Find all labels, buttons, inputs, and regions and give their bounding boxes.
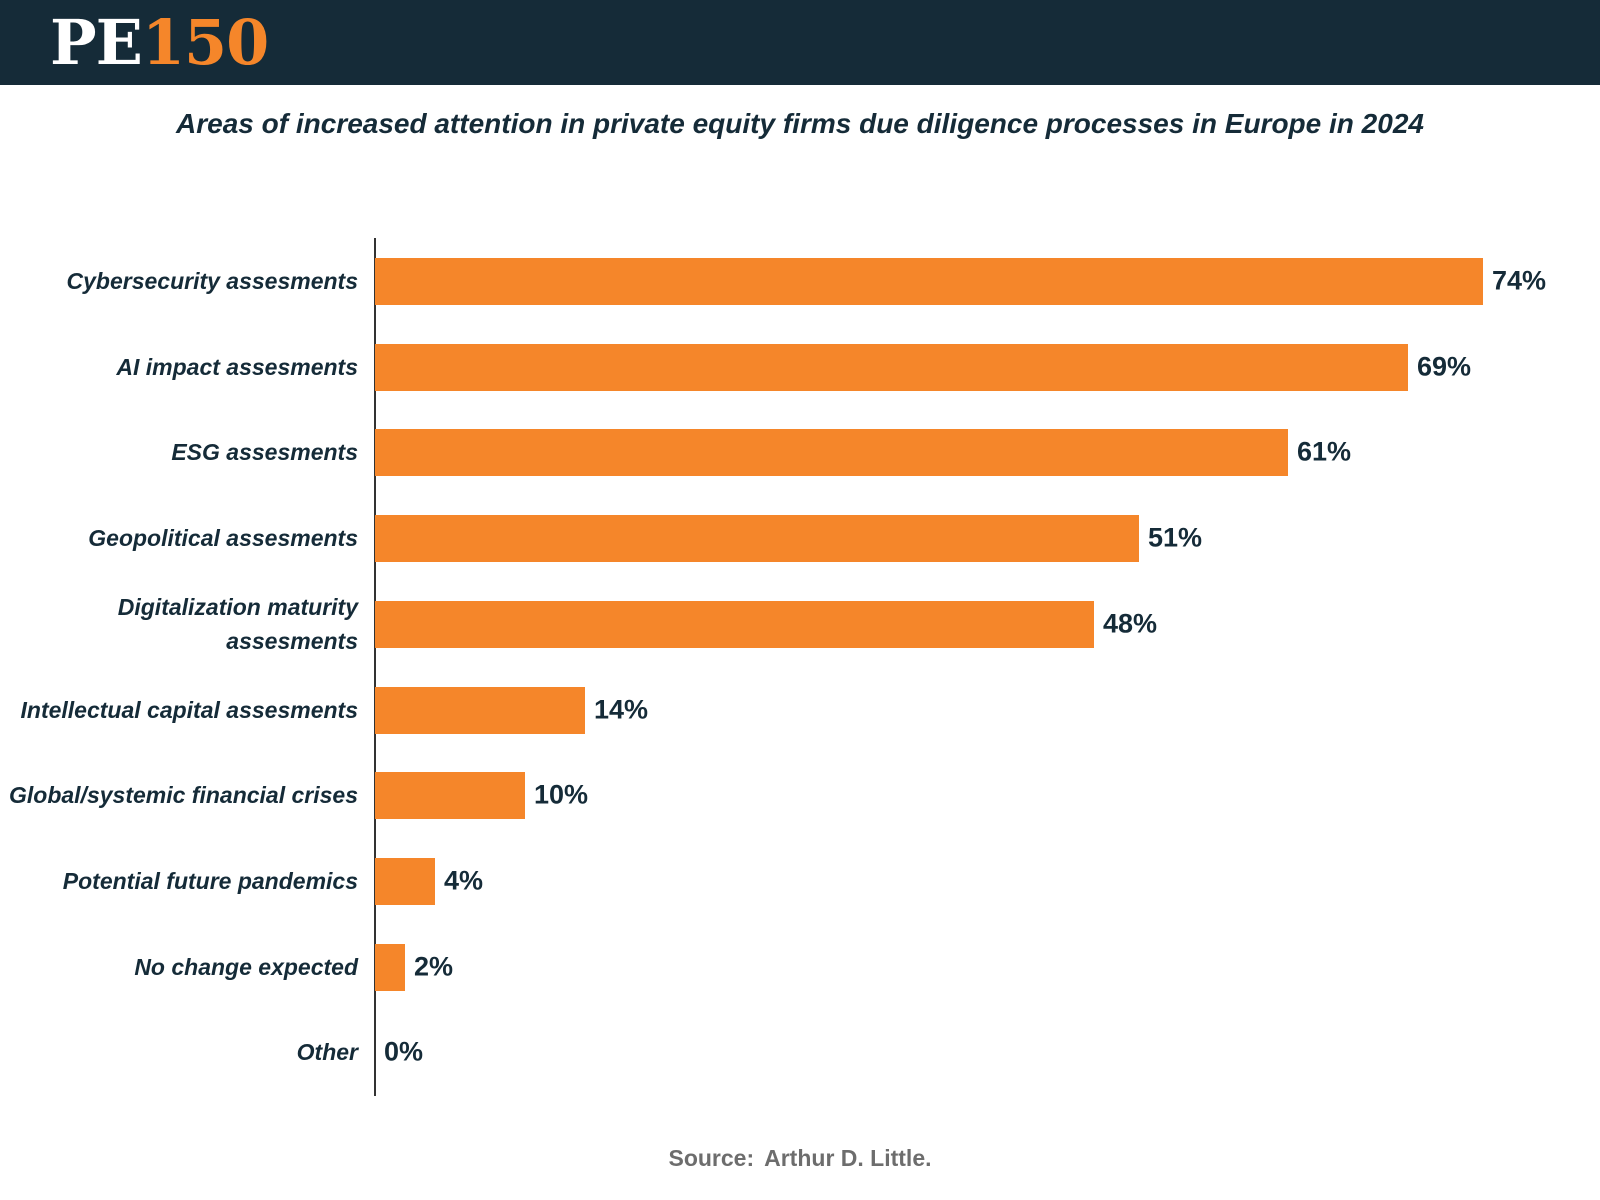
bar bbox=[375, 601, 1094, 648]
data-label: 69% bbox=[1417, 351, 1472, 382]
data-label: 10% bbox=[534, 779, 589, 810]
category-label: ESG assesments bbox=[171, 439, 358, 465]
bar bbox=[375, 944, 405, 991]
source-note: Source: Arthur D. Little. bbox=[0, 1145, 1600, 1172]
data-label: 2% bbox=[414, 951, 454, 982]
data-label: 0% bbox=[384, 1036, 424, 1067]
data-label: 4% bbox=[444, 865, 484, 896]
bar bbox=[375, 515, 1139, 562]
source-label: Source: bbox=[668, 1145, 755, 1171]
data-label: 14% bbox=[594, 694, 649, 725]
category-label: Digitalization maturity assesments bbox=[117, 594, 358, 654]
bar bbox=[375, 344, 1408, 391]
category-label: Potential future pandemics bbox=[62, 868, 358, 894]
chart-title: Areas of increased attention in private … bbox=[176, 108, 1424, 139]
logo-150-text: 150 bbox=[141, 6, 269, 79]
bar bbox=[375, 429, 1288, 476]
header-bar: PE150 bbox=[0, 0, 1600, 85]
category-label: Global/systemic financial crises bbox=[9, 782, 358, 808]
category-label: AI impact assesments bbox=[116, 354, 358, 380]
bar bbox=[375, 772, 525, 819]
source-org: Arthur D. Little. bbox=[764, 1145, 932, 1171]
category-label: Intellectual capital assesments bbox=[20, 697, 359, 723]
bar bbox=[375, 858, 435, 905]
bar bbox=[375, 687, 585, 734]
data-label: 74% bbox=[1492, 265, 1547, 296]
data-label: 48% bbox=[1103, 608, 1158, 639]
data-label: 51% bbox=[1148, 522, 1203, 553]
category-label: No change expected bbox=[134, 954, 358, 980]
y-axis-line bbox=[374, 238, 376, 1096]
logo-pe-text: PE bbox=[50, 6, 143, 79]
category-label: Geopolitical assesments bbox=[88, 525, 358, 551]
data-label: 61% bbox=[1297, 436, 1352, 467]
pe150-logo: PE150 bbox=[50, 6, 269, 79]
bar bbox=[375, 258, 1483, 305]
category-label: Cybersecurity assesments bbox=[66, 268, 359, 294]
category-label: Other bbox=[296, 1039, 358, 1065]
